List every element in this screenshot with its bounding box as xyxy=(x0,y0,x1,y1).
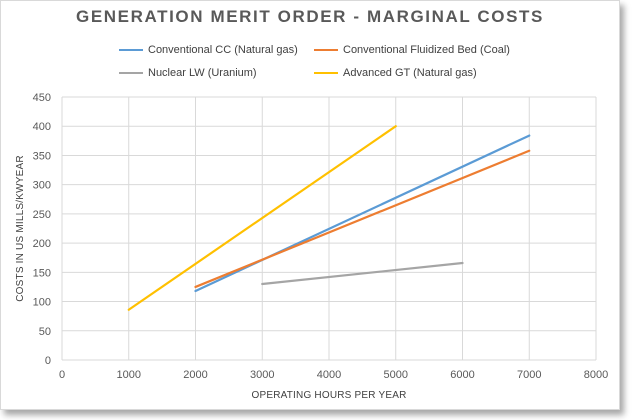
legend-label-cc: Conventional CC (Natural gas) xyxy=(148,44,298,56)
chart-title: GENERATION MERIT ORDER - MARGINAL COSTS xyxy=(76,7,544,26)
y-tick-label: 100 xyxy=(33,297,51,309)
y-tick-label: 50 xyxy=(39,326,51,338)
series-line-0 xyxy=(194,134,531,293)
x-tick-labels: 0 1000 2000 3000 4000 5000 6000 7000 8000 xyxy=(59,369,608,381)
legend-item-nuclear: Nuclear LW (Uranium) xyxy=(119,67,257,79)
y-tick-label: 150 xyxy=(33,267,51,279)
series-line-2 xyxy=(261,261,464,286)
x-tick-label: 1000 xyxy=(117,369,141,381)
y-tick-label: 300 xyxy=(33,180,51,192)
legend-swatch-coal xyxy=(314,49,338,51)
x-tick-label: 7000 xyxy=(517,369,541,381)
legend-swatch-nuclear xyxy=(119,72,143,74)
y-tick-label: 450 xyxy=(33,92,51,104)
x-tick-label: 2000 xyxy=(183,369,207,381)
x-tick-label: 5000 xyxy=(384,369,408,381)
legend-label-gt: Advanced GT (Natural gas) xyxy=(343,67,477,79)
legend-item-cc: Conventional CC (Natural gas) xyxy=(119,44,298,56)
x-tick-label: 8000 xyxy=(584,369,608,381)
legend-label-nuclear: Nuclear LW (Uranium) xyxy=(148,67,257,79)
x-axis-label: OPERATING HOURS PER YEAR xyxy=(251,390,406,401)
series-line-3 xyxy=(127,125,397,311)
legend-item-coal: Conventional Fluidized Bed (Coal) xyxy=(314,44,510,56)
y-tick-label: 250 xyxy=(33,209,51,221)
y-tick-labels: 0 50 100 150 200 250 300 350 400 450 xyxy=(33,92,51,367)
x-tick-label: 6000 xyxy=(450,369,474,381)
x-tick-label: 3000 xyxy=(250,369,274,381)
series-lines xyxy=(127,125,531,311)
x-tick-label: 4000 xyxy=(317,369,341,381)
series-line-1 xyxy=(194,149,531,289)
legend-swatch-cc xyxy=(119,49,143,51)
y-tick-label: 350 xyxy=(33,150,51,162)
gridlines xyxy=(61,96,597,361)
y-tick-label: 400 xyxy=(33,121,51,133)
y-tick-label: 200 xyxy=(33,238,51,250)
legend-label-coal: Conventional Fluidized Bed (Coal) xyxy=(343,44,510,56)
y-tick-label: 0 xyxy=(45,355,51,367)
legend-item-gt: Advanced GT (Natural gas) xyxy=(314,67,477,79)
legend-swatch-gt xyxy=(314,72,338,74)
y-axis-label: COSTS IN US MILLS/KWYEAR xyxy=(15,155,26,302)
chart-frame xyxy=(0,0,620,410)
x-tick-label: 0 xyxy=(59,369,65,381)
